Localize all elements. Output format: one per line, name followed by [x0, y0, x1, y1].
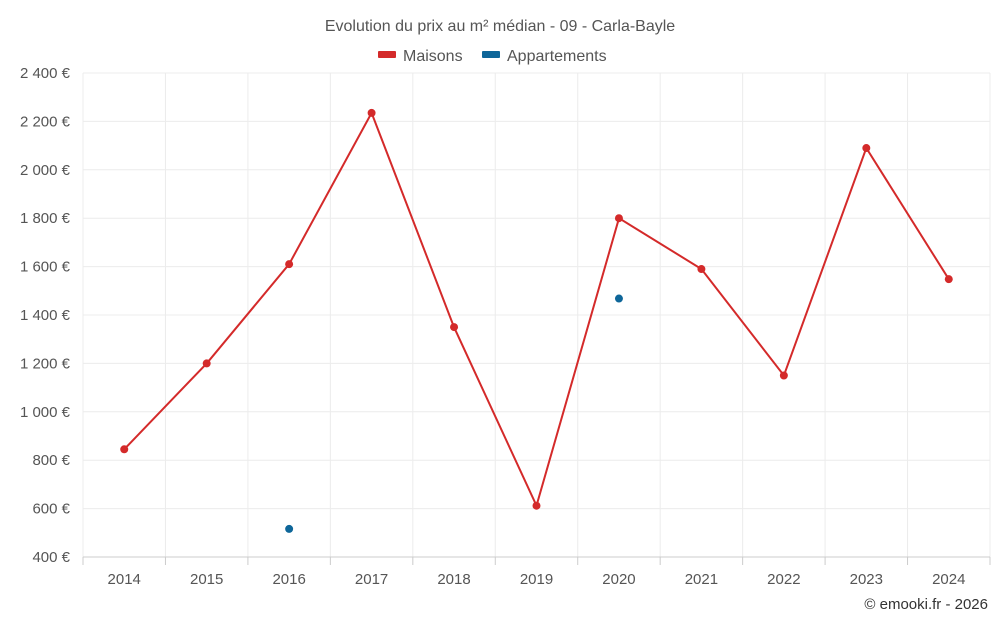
legend-swatch-maisons	[378, 51, 396, 58]
y-tick-label: 1 000 €	[20, 404, 71, 421]
chart-title: Evolution du prix au m² médian - 09 - Ca…	[325, 18, 675, 35]
legend: Maisons Appartements	[378, 48, 607, 65]
data-point-maisons-2015[interactable]	[202, 359, 211, 368]
data-point-maisons-2024[interactable]	[944, 275, 953, 284]
data-point-maisons-2018[interactable]	[450, 323, 459, 332]
x-tick-label: 2023	[850, 571, 883, 588]
y-tick-label: 2 400 €	[20, 65, 71, 82]
y-tick-label: 1 400 €	[20, 307, 71, 324]
legend-item-appartements[interactable]: Appartements	[482, 48, 607, 65]
y-tick-label: 600 €	[32, 501, 70, 518]
data-point-maisons-2014[interactable]	[120, 445, 129, 454]
y-tick-label: 400 €	[32, 549, 70, 566]
y-tick-label: 1 800 €	[20, 210, 71, 227]
data-point-maisons-2017[interactable]	[367, 108, 376, 117]
x-tick-label: 2016	[272, 571, 305, 588]
data-point-appartements-2016[interactable]	[285, 524, 294, 533]
grid	[82, 72, 991, 557]
y-tick-label: 2 200 €	[20, 113, 71, 130]
credit-text: © emooki.fr - 2026	[864, 596, 988, 613]
x-tick-label: 2024	[932, 571, 965, 588]
y-tick-label: 800 €	[32, 452, 70, 469]
x-tick-label: 2015	[190, 571, 223, 588]
legend-label-appartements: Appartements	[507, 48, 607, 65]
data-point-maisons-2021[interactable]	[697, 265, 706, 274]
legend-item-maisons[interactable]: Maisons	[378, 48, 463, 65]
x-tick-label: 2014	[108, 571, 141, 588]
data-point-maisons-2019[interactable]	[532, 501, 541, 510]
axes: 400 € 600 € 800 € 1 000 € 1 200 € 1 400 € 1 60…	[20, 65, 991, 588]
data-point-maisons-2023[interactable]	[862, 144, 871, 153]
x-tick-label: 2022	[767, 571, 800, 588]
x-tick-label: 2020	[602, 571, 635, 588]
x-tick-label: 2021	[685, 571, 718, 588]
legend-swatch-appartements	[482, 51, 500, 58]
x-tick-label: 2018	[437, 571, 470, 588]
data-point-maisons-2022[interactable]	[779, 371, 788, 380]
x-tick-label: 2019	[520, 571, 553, 588]
plot-area	[120, 108, 953, 533]
y-tick-label: 1 200 €	[20, 355, 71, 372]
data-point-appartements-2020[interactable]	[614, 294, 623, 303]
y-tick-label: 2 000 €	[20, 162, 71, 179]
legend-label-maisons: Maisons	[403, 48, 463, 65]
data-point-maisons-2020[interactable]	[614, 214, 623, 223]
data-point-maisons-2016[interactable]	[285, 260, 294, 269]
x-tick-label: 2017	[355, 571, 388, 588]
y-tick-label: 1 600 €	[20, 259, 71, 276]
